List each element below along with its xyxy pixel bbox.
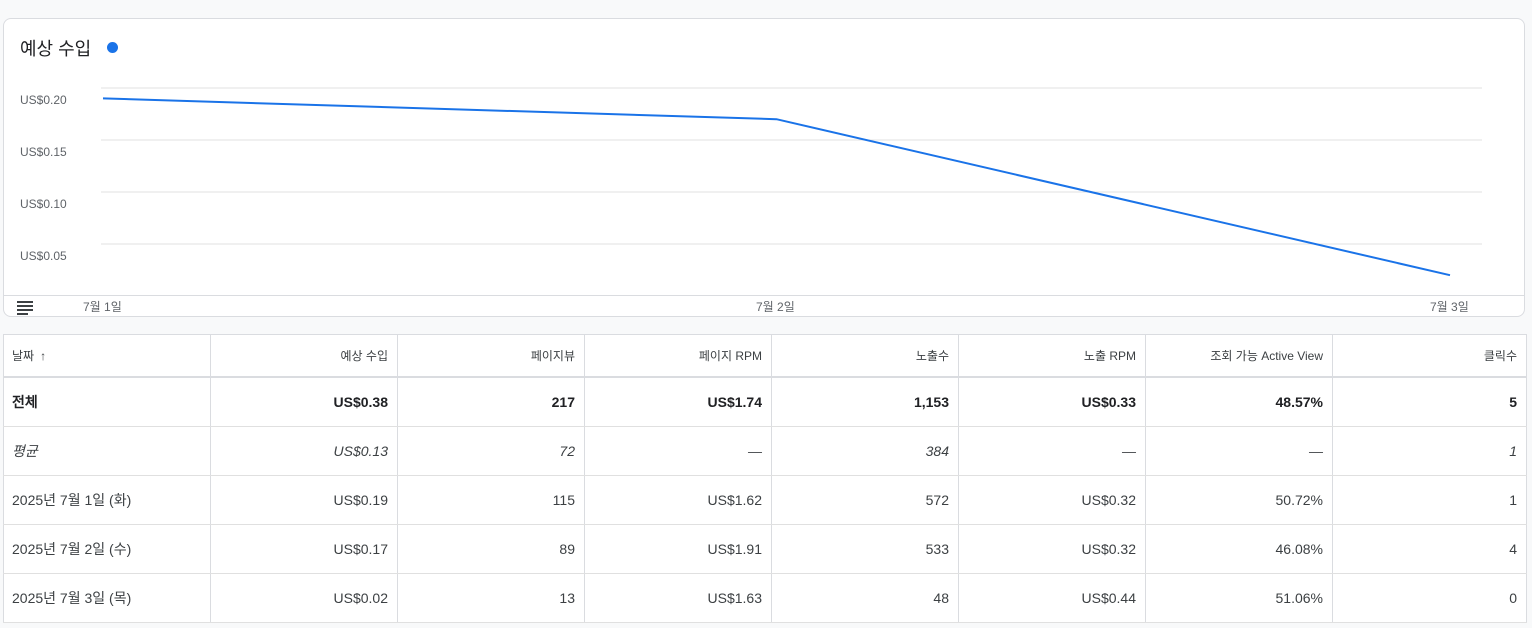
x-axis-line [4, 295, 1524, 296]
column-header-active-view[interactable]: 조회 가능 Active View [1145, 334, 1333, 378]
cell-clicks: 1 [1332, 426, 1527, 476]
cell-page-rpm: US$1.63 [584, 573, 772, 623]
cell-impression-rpm: — [958, 426, 1146, 476]
cell-page-rpm: US$1.62 [584, 475, 772, 525]
cell-page-rpm: US$1.91 [584, 524, 772, 574]
cell-page-rpm: — [584, 426, 772, 476]
y-tick-label: US$0.10 [20, 197, 67, 211]
cell-impressions: 384 [771, 426, 959, 476]
series-line [102, 97, 1451, 277]
revenue-chart-card: 예상 수입 US$0.20 US$0.15 US$0.10 US$0.05 7월… [3, 18, 1525, 317]
cell-pageviews: 13 [397, 573, 585, 623]
cell-clicks: 1 [1332, 475, 1527, 525]
table-row-average: 평균 US$0.13 72 — 384 — — 1 [3, 426, 1527, 476]
cell-active-view: 51.06% [1145, 573, 1333, 623]
table-row[interactable]: 2025년 7월 3일 (목) US$0.02 13 US$1.63 48 US… [3, 573, 1527, 623]
chart-title: 예상 수입 [20, 39, 92, 59]
cell-revenue: US$0.17 [210, 524, 398, 574]
cell-date: 2025년 7월 2일 (수) [3, 524, 211, 574]
cell-pageviews: 89 [397, 524, 585, 574]
y-tick-label: US$0.05 [20, 249, 67, 263]
table-header-row: 날짜 ↑ 예상 수입 페이지뷰 페이지 RPM 노출수 노출 RPM 조회 가능 … [3, 334, 1527, 378]
cell-page-rpm: US$1.74 [584, 377, 772, 427]
cell-revenue: US$0.19 [210, 475, 398, 525]
cell-impressions: 533 [771, 524, 959, 574]
cell-active-view: 46.08% [1145, 524, 1333, 574]
cell-active-view: — [1145, 426, 1333, 476]
column-header-clicks[interactable]: 클릭수 [1332, 334, 1527, 378]
cell-clicks: 5 [1332, 377, 1527, 427]
x-tick-label: 7월 1일 [83, 300, 122, 314]
report-table: 날짜 ↑ 예상 수입 페이지뷰 페이지 RPM 노출수 노출 RPM 조회 가능 … [3, 334, 1527, 623]
cell-pageviews: 115 [397, 475, 585, 525]
series-legend-dot [107, 42, 118, 53]
line-chart [101, 87, 1482, 277]
cell-impressions: 48 [771, 573, 959, 623]
cell-impression-rpm: US$0.33 [958, 377, 1146, 427]
cell-active-view: 48.57% [1145, 377, 1333, 427]
sort-ascending-icon[interactable]: ↑ [40, 349, 47, 363]
cell-impressions: 572 [771, 475, 959, 525]
cell-impression-rpm: US$0.32 [958, 475, 1146, 525]
table-row[interactable]: 2025년 7월 1일 (화) US$0.19 115 US$1.62 572 … [3, 475, 1527, 525]
x-tick-label: 7월 2일 [756, 300, 795, 314]
column-header-pageviews[interactable]: 페이지뷰 [397, 334, 585, 378]
column-header-impression-rpm[interactable]: 노출 RPM [958, 334, 1146, 378]
column-header-revenue[interactable]: 예상 수입 [210, 334, 398, 378]
cell-date: 2025년 7월 3일 (목) [3, 573, 211, 623]
cell-active-view: 50.72% [1145, 475, 1333, 525]
x-tick-label: 7월 3일 [1430, 300, 1469, 314]
cell-date: 평균 [3, 426, 211, 476]
cell-revenue: US$0.38 [210, 377, 398, 427]
column-header-impressions[interactable]: 노출수 [771, 334, 959, 378]
cell-clicks: 0 [1332, 573, 1527, 623]
cell-revenue: US$0.02 [210, 573, 398, 623]
menu-lines-icon[interactable] [17, 301, 33, 315]
y-tick-label: US$0.20 [20, 93, 67, 107]
cell-date: 2025년 7월 1일 (화) [3, 475, 211, 525]
column-header-page-rpm[interactable]: 페이지 RPM [584, 334, 772, 378]
table-row[interactable]: 2025년 7월 2일 (수) US$0.17 89 US$1.91 533 U… [3, 524, 1527, 574]
cell-date: 전체 [3, 377, 211, 427]
cell-clicks: 4 [1332, 524, 1527, 574]
column-header-date[interactable]: 날짜 ↑ [3, 334, 211, 378]
y-tick-label: US$0.15 [20, 145, 67, 159]
cell-impression-rpm: US$0.44 [958, 573, 1146, 623]
cell-impression-rpm: US$0.32 [958, 524, 1146, 574]
header-label: 날짜 [12, 349, 35, 363]
table-row-total: 전체 US$0.38 217 US$1.74 1,153 US$0.33 48.… [3, 377, 1527, 427]
cell-impressions: 1,153 [771, 377, 959, 427]
cell-pageviews: 72 [397, 426, 585, 476]
cell-revenue: US$0.13 [210, 426, 398, 476]
cell-pageviews: 217 [397, 377, 585, 427]
